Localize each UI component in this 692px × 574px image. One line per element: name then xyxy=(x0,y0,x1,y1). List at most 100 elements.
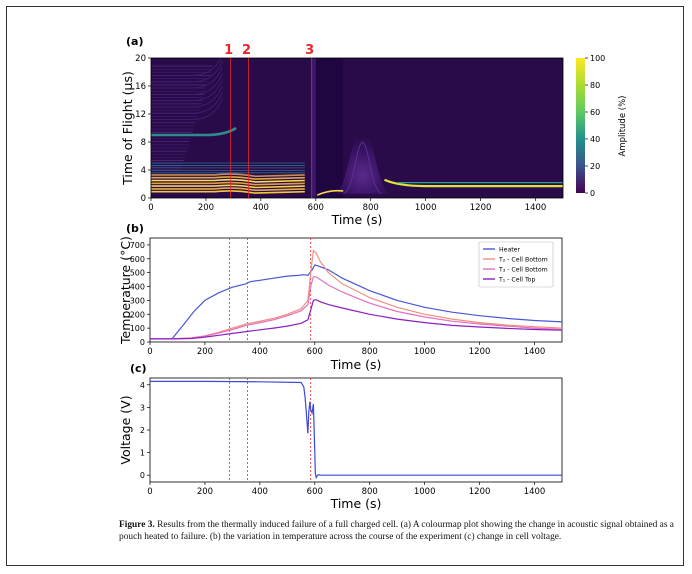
heatmap-main-echo xyxy=(151,187,305,192)
colorbar-tick-label: 60 xyxy=(590,108,600,117)
series-line xyxy=(150,264,563,340)
heatmap-main-echo xyxy=(151,190,305,194)
ytick-label: 700 xyxy=(130,241,145,250)
heatmap-axes: 0 200 400 600 800 1000 1200 1400 0 4 8 12 16 20 xyxy=(135,54,546,213)
ytick-label: 0 xyxy=(140,338,145,347)
heatmap-main-echo xyxy=(151,184,305,189)
heatmap-xtick-label: 400 xyxy=(253,203,269,213)
ytick-label: 300 xyxy=(130,296,145,305)
voltage-plot-frame xyxy=(149,377,563,483)
temperature-plot: 0 200 400 600 800 1000 1200 1400 0 100 200 300 400 50… xyxy=(130,238,563,357)
heatmap-ytick-label: 20 xyxy=(135,54,146,64)
heatmap-dark-gap xyxy=(315,58,344,198)
ytick-label: 2 xyxy=(140,426,145,435)
xtick-label: 1200 xyxy=(469,347,491,357)
colorbar xyxy=(576,58,585,193)
heatmap-ytick-label: 4 xyxy=(141,166,146,176)
xtick-label: 0 xyxy=(147,487,152,497)
panel-b-label: (b) xyxy=(126,222,144,235)
heatmap-xtick-label: 1400 xyxy=(525,203,547,213)
voltage-ylabel: Voltage (V) xyxy=(118,395,133,464)
xtick-label: 400 xyxy=(252,487,268,497)
legend-box xyxy=(478,241,554,288)
series-line xyxy=(150,276,563,340)
heatmap-main-echo xyxy=(151,173,305,178)
xtick-label: 0 xyxy=(147,347,152,357)
ytick-label: 0 xyxy=(140,471,145,480)
xtick-label: 1000 xyxy=(414,347,436,357)
colorbar-tick-label: 100 xyxy=(590,54,605,63)
heatmap-main-echo xyxy=(151,176,305,180)
voltage-plot: 0 200 400 600 800 1000 1200 1400 0 1 2 3 4 xyxy=(140,378,562,497)
xtick-label: 600 xyxy=(307,487,323,497)
temperature-ylabel: Temperature (°C) xyxy=(118,236,133,345)
heatmap-peak xyxy=(335,130,390,194)
panel-c-label: (c) xyxy=(130,362,147,375)
heatmap-ylabel: Time of Flight (µs) xyxy=(120,71,135,186)
heatmap-frame xyxy=(150,57,564,199)
heatmap-xtick-label: 1000 xyxy=(415,203,437,213)
series-line xyxy=(150,299,563,340)
xtick-label: 200 xyxy=(197,347,213,357)
panel-a-label: (a) xyxy=(126,35,143,48)
ytick-label: 200 xyxy=(130,310,145,319)
heatmap-ytick-label: 8 xyxy=(141,138,146,148)
figure-caption: Figure 3. Results from the thermally ind… xyxy=(119,519,679,543)
heatmap-echo-9us xyxy=(151,126,237,137)
ytick-label: 3 xyxy=(140,403,145,412)
heatmap-main-echo xyxy=(151,181,305,186)
caption-figure-label: Figure 3. xyxy=(119,520,155,530)
heatmap-xtick-label: 600 xyxy=(308,203,324,213)
heatmap-faint-band xyxy=(151,79,223,102)
ytick-label: 1 xyxy=(140,449,145,458)
heatmap-main-echo xyxy=(151,178,305,183)
heatmap-xtick-label: 800 xyxy=(363,203,379,213)
temperature-legend: Heater T₂ - Cell Bottom T₃ - Cell Bottom T₁… xyxy=(478,241,554,288)
colorbar-label: Amplitude (%) xyxy=(618,96,628,157)
colorbar-tick-label: 80 xyxy=(590,81,600,90)
legend-entry: T₂ - Cell Bottom xyxy=(498,257,548,264)
heatmap-late-echo xyxy=(384,178,563,188)
ytick-label: 4 xyxy=(140,381,145,390)
ytick-label: 400 xyxy=(130,283,145,292)
figure-frame xyxy=(6,6,684,566)
legend-entry: T₃ - Cell Bottom xyxy=(498,267,548,274)
caption-text: Results from the thermally induced failu… xyxy=(119,520,674,542)
heatmap-peak-inner xyxy=(343,141,382,195)
temperature-xlabel: Time (s) xyxy=(330,357,382,372)
colorbar-tick-label: 40 xyxy=(590,135,600,144)
colorbar-axis: 0 20 40 60 80 100 xyxy=(585,54,605,198)
xtick-label: 1400 xyxy=(524,487,546,497)
heatmap-xtick-label: 1200 xyxy=(470,203,492,213)
xtick-label: 1200 xyxy=(469,487,491,497)
legend-entry: T₁ - Cell Top xyxy=(498,277,535,284)
heatmap-xtick-label: 0 xyxy=(148,203,153,213)
xtick-label: 600 xyxy=(307,347,323,357)
event-number: 1 xyxy=(224,43,233,58)
voltage-xlabel: Time (s) xyxy=(330,496,382,511)
heatmap-faint-band xyxy=(151,60,223,83)
heatmap-faint-band xyxy=(151,58,222,76)
heatmap-faint-band xyxy=(151,92,223,114)
heatmap-ytick-label: 0 xyxy=(141,194,146,204)
heatmap-xtick-label: 200 xyxy=(198,203,214,213)
heatmap-faint-band xyxy=(151,66,223,89)
heatmap-plot xyxy=(151,58,563,198)
ytick-label: 100 xyxy=(130,324,145,333)
colorbar-tick-label: 20 xyxy=(590,162,600,171)
heatmap-post-failure-echo xyxy=(316,189,344,196)
xtick-label: 800 xyxy=(362,347,378,357)
heatmap-xlabel: Time (s) xyxy=(331,212,383,227)
heatmap-ytick-label: 12 xyxy=(135,110,146,120)
heatmap-failure-streak xyxy=(311,58,316,198)
event-number: 2 xyxy=(242,43,251,58)
ytick-label: 500 xyxy=(130,269,145,278)
heatmap-faint-band xyxy=(151,73,223,95)
series-line xyxy=(150,249,563,340)
xtick-label: 1400 xyxy=(524,347,546,357)
event-number: 3 xyxy=(305,43,314,58)
xtick-label: 400 xyxy=(252,347,268,357)
legend-entry: Heater xyxy=(499,247,520,254)
heatmap-ytick-label: 16 xyxy=(135,82,146,92)
